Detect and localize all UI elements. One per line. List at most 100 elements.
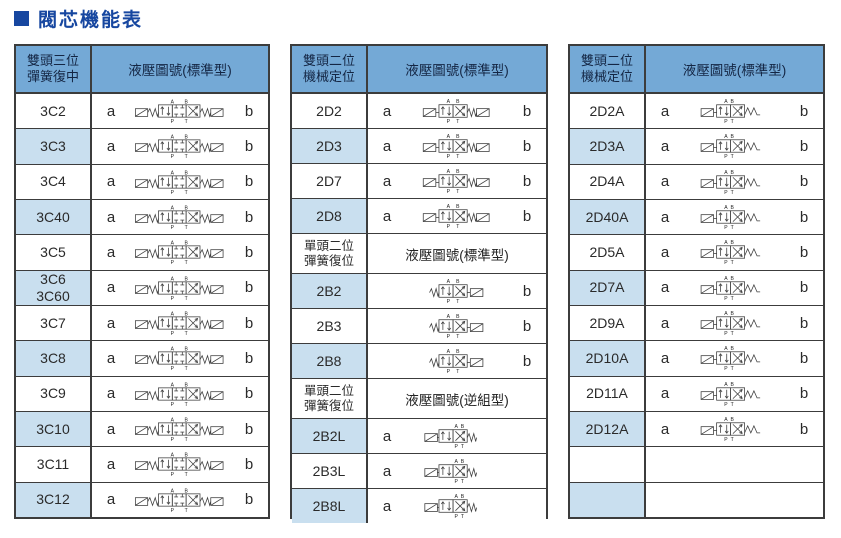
svg-text:A: A	[447, 349, 451, 355]
page-title: 閥芯機能表	[14, 5, 143, 32]
valve-symbol-d2: A B P T	[422, 134, 490, 160]
valve-symbol-c3: A B P T	[135, 276, 224, 302]
position-a-label: a	[382, 172, 392, 190]
valve-symbol-c3: A B P T	[135, 170, 224, 196]
model-code-cell: 2D7	[292, 164, 368, 198]
svg-text:A: A	[171, 417, 175, 423]
svg-text:A: A	[447, 279, 451, 285]
svg-text:P: P	[171, 190, 175, 196]
position-b-label: b	[799, 102, 809, 120]
table-row: 2B2L a A B P T	[292, 419, 546, 454]
header-model-cell: 雙頭三位 彈簧復中	[16, 46, 92, 92]
model-code-cell: 2B3L	[292, 454, 368, 488]
model-code-cell: 3C7	[16, 305, 92, 341]
svg-text:P: P	[171, 402, 175, 408]
subheader-model-cell: 單頭二位 彈簧復位	[292, 379, 368, 418]
model-code-cell: 3C5	[16, 235, 92, 270]
model-code-cell: 3C40	[16, 199, 92, 235]
valve-symbol-c3: A B P T	[135, 382, 224, 408]
model-code-cell: 3C2	[16, 94, 92, 129]
position-b-label: b	[244, 102, 254, 120]
model-code-cell: 2B2L	[292, 419, 368, 453]
model-code-cell: 2B2	[292, 274, 368, 308]
position-a-label: a	[660, 279, 670, 297]
model-code-cell: 2D4A	[570, 164, 646, 199]
position-b-label: b	[244, 420, 254, 438]
position-b-label: b	[799, 173, 809, 191]
svg-text:T: T	[731, 331, 734, 337]
svg-text:P: P	[171, 225, 175, 231]
svg-text:A: A	[171, 135, 175, 141]
svg-text:A: A	[724, 170, 728, 176]
position-b-label: b	[799, 279, 809, 297]
position-b-label: b	[522, 207, 532, 225]
header-diagram-cell: 液壓圖號(標準型)	[92, 46, 268, 92]
position-a-label: a	[660, 137, 670, 155]
valve-symbol-d2a: A B P T	[700, 417, 761, 443]
svg-text:T: T	[731, 225, 734, 231]
svg-text:P: P	[724, 296, 728, 302]
table-row	[570, 447, 823, 483]
svg-text:T: T	[185, 260, 188, 266]
valve-symbol-c3: A B P T	[135, 311, 224, 337]
svg-text:B: B	[730, 382, 734, 388]
position-a-label: a	[660, 314, 670, 332]
model-code-cell: 2B3	[292, 309, 368, 343]
valve-symbol-d2a: A B P T	[700, 241, 761, 267]
svg-text:T: T	[456, 369, 459, 375]
svg-text:A: A	[724, 311, 728, 317]
header-model-cell: 雙頭二位 機械定位	[292, 46, 368, 92]
model-code-cell: 3C12	[16, 482, 92, 517]
svg-text:B: B	[184, 488, 188, 494]
svg-text:T: T	[731, 155, 734, 161]
position-b-label: b	[244, 314, 254, 332]
svg-text:T: T	[731, 190, 734, 196]
model-code-cell	[570, 482, 646, 517]
svg-text:P: P	[171, 296, 175, 302]
svg-text:T: T	[185, 472, 188, 478]
model-code-cell: 2B8L	[292, 489, 368, 523]
table-row: 2B3L a A B P T	[292, 454, 546, 489]
position-a-label: a	[106, 314, 116, 332]
svg-text:P: P	[171, 260, 175, 266]
svg-text:T: T	[456, 299, 459, 305]
header-model-cell: 雙頭二位 機械定位	[570, 46, 646, 92]
valve-symbol-c3: A B P T	[135, 99, 224, 125]
header-diagram-cell: 液壓圖號(標準型)	[646, 46, 823, 92]
svg-text:A: A	[171, 488, 175, 494]
title-bullet-square-icon	[14, 11, 29, 26]
valve-symbol-c3: A B P T	[135, 347, 224, 372]
position-a-label: a	[106, 102, 116, 120]
valve-symbol-c3: A B P T	[135, 488, 224, 514]
position-b-label: b	[244, 455, 254, 473]
position-a-label: a	[106, 173, 116, 191]
svg-text:P: P	[724, 437, 728, 443]
svg-text:T: T	[731, 296, 734, 302]
svg-text:B: B	[461, 424, 465, 430]
svg-text:A: A	[171, 99, 175, 105]
